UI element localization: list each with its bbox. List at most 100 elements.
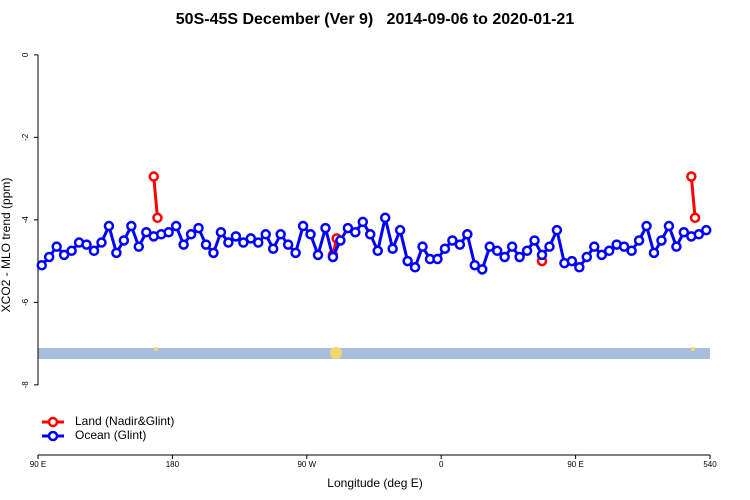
legend-marker xyxy=(47,416,59,428)
data-point xyxy=(402,255,413,267)
data-point xyxy=(148,171,159,182)
coverage-band xyxy=(38,348,710,359)
y-tick-label: -4 xyxy=(21,216,30,224)
data-point xyxy=(223,237,234,248)
data-point xyxy=(58,249,70,261)
data-point xyxy=(581,251,593,263)
data-point xyxy=(551,224,563,236)
data-point xyxy=(656,235,667,246)
data-point xyxy=(133,241,145,252)
legend-label: Land (Nadir&Glint) xyxy=(75,414,174,428)
data-point xyxy=(566,255,578,267)
data-point xyxy=(499,251,510,263)
data-point xyxy=(51,241,62,252)
data-point xyxy=(469,259,481,271)
data-point xyxy=(454,239,466,250)
data-point xyxy=(701,224,712,236)
marker-dot xyxy=(154,347,158,351)
y-tick-label: -6 xyxy=(21,298,30,306)
marker-dot xyxy=(330,347,342,359)
legend-label: Ocean (Glint) xyxy=(75,428,146,442)
data-point xyxy=(372,245,383,257)
data-point xyxy=(36,259,47,271)
data-point xyxy=(350,226,361,238)
data-point xyxy=(290,247,301,259)
data-point xyxy=(320,222,331,234)
data-point xyxy=(536,249,548,261)
data-point xyxy=(208,247,219,259)
data-point xyxy=(282,239,294,250)
data-point xyxy=(312,249,324,261)
data-point xyxy=(521,245,533,257)
data-point xyxy=(170,220,182,232)
data-point xyxy=(103,220,115,232)
data-point xyxy=(357,216,369,228)
data-point xyxy=(477,264,488,275)
data-point xyxy=(215,226,227,238)
data-point xyxy=(417,241,428,252)
data-point xyxy=(544,241,555,252)
data-point xyxy=(462,229,473,240)
marker-dot xyxy=(691,347,695,351)
data-point xyxy=(253,237,264,248)
y-tick-label: -8 xyxy=(21,381,30,389)
data-point xyxy=(484,241,495,252)
data-point xyxy=(88,245,100,257)
data-point xyxy=(618,241,630,252)
x-tick-label: 90 E xyxy=(30,460,46,469)
x-axis-label: Longitude (deg E) xyxy=(327,476,422,490)
data-point xyxy=(439,243,451,254)
data-point xyxy=(327,251,339,263)
data-point xyxy=(193,222,204,234)
data-point xyxy=(200,239,212,250)
data-point xyxy=(245,233,257,244)
data-point xyxy=(152,212,163,224)
data-point xyxy=(447,235,458,246)
legend-marker xyxy=(47,430,59,442)
data-point xyxy=(141,226,152,238)
data-point xyxy=(671,241,682,252)
data-point xyxy=(126,220,137,232)
data-point xyxy=(409,262,421,273)
data-point xyxy=(81,239,92,250)
data-point xyxy=(633,235,645,246)
data-point xyxy=(275,229,286,240)
data-point xyxy=(491,245,503,257)
data-point xyxy=(305,229,316,240)
data-point xyxy=(574,262,585,273)
x-tick-label: 90 W xyxy=(297,460,316,469)
data-point xyxy=(238,237,249,248)
data-point xyxy=(342,222,354,234)
data-point xyxy=(111,247,122,259)
data-point xyxy=(663,220,675,232)
y-tick-label: -2 xyxy=(21,133,30,141)
x-tick-label: 180 xyxy=(166,460,180,469)
data-point xyxy=(297,220,309,232)
x-tick-label: 540 xyxy=(703,460,717,469)
data-point xyxy=(43,251,55,263)
data-point xyxy=(603,245,615,257)
data-point xyxy=(96,237,107,248)
data-point xyxy=(432,253,443,265)
data-point xyxy=(118,235,130,246)
data-point xyxy=(529,235,540,246)
data-point xyxy=(514,251,525,263)
data-point xyxy=(678,226,690,238)
y-tick-label: 0 xyxy=(21,52,30,57)
data-point xyxy=(335,235,346,246)
data-point xyxy=(163,226,174,238)
data-point xyxy=(686,171,697,182)
data-point xyxy=(267,243,279,254)
data-point xyxy=(178,239,189,250)
data-point xyxy=(394,224,406,236)
data-point xyxy=(648,247,660,259)
data-point xyxy=(626,245,637,257)
x-tick-label: 0 xyxy=(439,460,444,469)
data-point xyxy=(689,212,701,224)
data-point xyxy=(66,245,77,257)
data-point xyxy=(185,229,197,240)
y-axis-label: XCO2 - MLO trend (ppm) xyxy=(0,178,13,313)
x-tick-label: 90 E xyxy=(567,460,583,469)
data-point xyxy=(260,229,271,240)
